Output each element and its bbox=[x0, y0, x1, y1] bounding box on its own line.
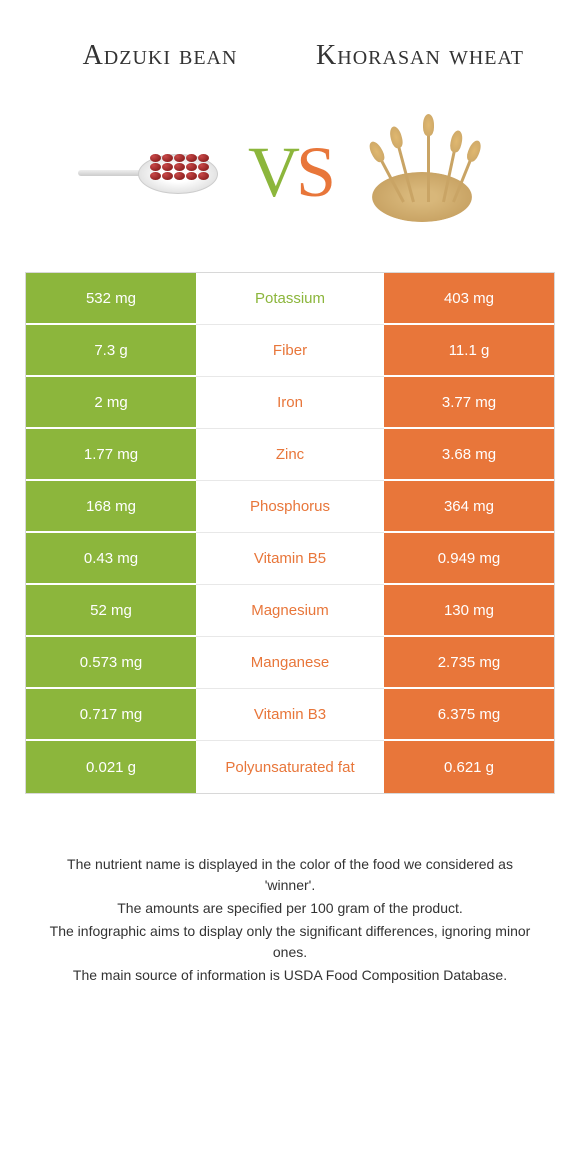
spoon-icon bbox=[78, 142, 238, 202]
footer-line: The nutrient name is displayed in the co… bbox=[40, 854, 540, 896]
vs-s: S bbox=[296, 136, 332, 208]
cell-right-value: 0.949 mg bbox=[384, 533, 554, 585]
footer-notes: The nutrient name is displayed in the co… bbox=[0, 794, 580, 1018]
table-row: 1.77 mgZinc3.68 mg bbox=[26, 429, 554, 481]
cell-right-value: 3.68 mg bbox=[384, 429, 554, 481]
food-image-right bbox=[342, 117, 502, 227]
food-name-left: Adzuki bean bbox=[30, 40, 290, 72]
vs-label: VS bbox=[248, 136, 332, 208]
cell-nutrient-name: Zinc bbox=[196, 429, 384, 481]
cell-left-value: 7.3 g bbox=[26, 325, 196, 377]
header: Adzuki bean Khorasan wheat bbox=[0, 0, 580, 92]
cell-left-value: 2 mg bbox=[26, 377, 196, 429]
cell-nutrient-name: Manganese bbox=[196, 637, 384, 689]
cell-right-value: 403 mg bbox=[384, 273, 554, 325]
table-row: 52 mgMagnesium130 mg bbox=[26, 585, 554, 637]
table-row: 0.43 mgVitamin B50.949 mg bbox=[26, 533, 554, 585]
cell-nutrient-name: Potassium bbox=[196, 273, 384, 325]
table-row: 2 mgIron3.77 mg bbox=[26, 377, 554, 429]
cell-nutrient-name: Vitamin B3 bbox=[196, 689, 384, 741]
cell-left-value: 1.77 mg bbox=[26, 429, 196, 481]
table-row: 0.021 gPolyunsaturated fat0.621 g bbox=[26, 741, 554, 793]
cell-nutrient-name: Phosphorus bbox=[196, 481, 384, 533]
cell-right-value: 2.735 mg bbox=[384, 637, 554, 689]
table-row: 7.3 gFiber11.1 g bbox=[26, 325, 554, 377]
footer-line: The main source of information is USDA F… bbox=[40, 965, 540, 986]
beans-icon bbox=[148, 152, 212, 182]
cell-left-value: 0.717 mg bbox=[26, 689, 196, 741]
table-row: 168 mgPhosphorus364 mg bbox=[26, 481, 554, 533]
wheat-icon bbox=[352, 112, 492, 232]
table-row: 0.573 mgManganese2.735 mg bbox=[26, 637, 554, 689]
nutrient-table: 532 mgPotassium403 mg7.3 gFiber11.1 g2 m… bbox=[25, 272, 555, 794]
cell-right-value: 130 mg bbox=[384, 585, 554, 637]
food-name-right: Khorasan wheat bbox=[290, 40, 550, 72]
cell-right-value: 6.375 mg bbox=[384, 689, 554, 741]
cell-right-value: 364 mg bbox=[384, 481, 554, 533]
footer-line: The infographic aims to display only the… bbox=[40, 921, 540, 963]
cell-left-value: 0.021 g bbox=[26, 741, 196, 793]
table-row: 0.717 mgVitamin B36.375 mg bbox=[26, 689, 554, 741]
footer-line: The amounts are specified per 100 gram o… bbox=[40, 898, 540, 919]
cell-left-value: 52 mg bbox=[26, 585, 196, 637]
header-left: Adzuki bean bbox=[30, 40, 290, 72]
cell-right-value: 11.1 g bbox=[384, 325, 554, 377]
vs-v: V bbox=[248, 136, 296, 208]
cell-nutrient-name: Vitamin B5 bbox=[196, 533, 384, 585]
cell-nutrient-name: Magnesium bbox=[196, 585, 384, 637]
cell-left-value: 532 mg bbox=[26, 273, 196, 325]
header-right: Khorasan wheat bbox=[290, 40, 550, 72]
cell-nutrient-name: Polyunsaturated fat bbox=[196, 741, 384, 793]
cell-right-value: 0.621 g bbox=[384, 741, 554, 793]
vs-row: VS bbox=[0, 92, 580, 272]
cell-nutrient-name: Iron bbox=[196, 377, 384, 429]
cell-left-value: 0.573 mg bbox=[26, 637, 196, 689]
cell-nutrient-name: Fiber bbox=[196, 325, 384, 377]
food-image-left bbox=[78, 117, 238, 227]
cell-left-value: 0.43 mg bbox=[26, 533, 196, 585]
cell-left-value: 168 mg bbox=[26, 481, 196, 533]
table-row: 532 mgPotassium403 mg bbox=[26, 273, 554, 325]
cell-right-value: 3.77 mg bbox=[384, 377, 554, 429]
